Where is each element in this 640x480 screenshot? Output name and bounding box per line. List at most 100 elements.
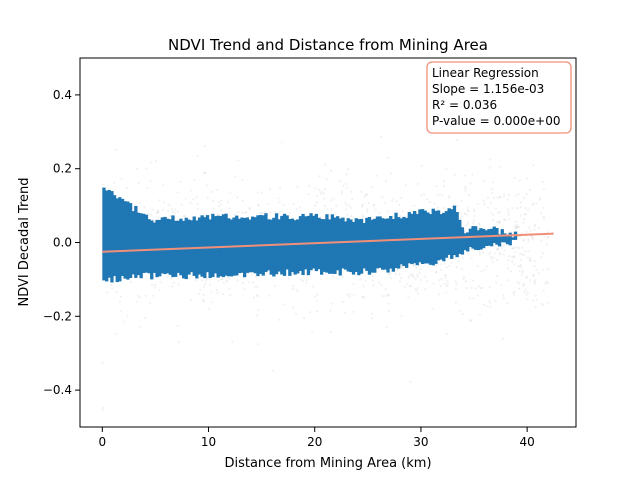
outlier-point: [380, 283, 383, 286]
outlier-point: [145, 167, 148, 170]
outlier-point: [540, 239, 543, 242]
outlier-point: [422, 193, 426, 196]
outlier-point: [409, 285, 412, 288]
outlier-point: [511, 232, 514, 235]
dense-point-cluster: [322, 219, 326, 272]
outlier-point: [106, 291, 109, 294]
outlier-point: [139, 325, 142, 328]
outlier-point: [222, 281, 225, 284]
outlier-point: [210, 301, 213, 304]
outlier-point: [334, 213, 337, 216]
outlier-point: [436, 193, 439, 196]
outlier-point: [414, 288, 417, 291]
outlier-point: [225, 279, 228, 282]
outlier-point: [521, 273, 524, 276]
outlier-point: [524, 213, 528, 216]
outlier-point: [387, 294, 391, 297]
outlier-point: [511, 247, 514, 250]
outlier-point: [527, 240, 530, 243]
outlier-point: [110, 283, 113, 287]
outlier-point: [438, 293, 441, 296]
outlier-point: [296, 185, 299, 188]
outlier-point: [465, 224, 468, 227]
x-axis-ticks: 0 10 20 30 40: [98, 427, 535, 449]
outlier-point: [443, 282, 446, 285]
x-axis-label: Distance from Mining Area (km): [224, 456, 431, 471]
outlier-point: [361, 216, 364, 219]
outlier-point: [546, 281, 549, 285]
outlier-point: [482, 303, 485, 306]
outlier-point: [257, 309, 260, 312]
dense-point-cluster: [338, 218, 342, 276]
outlier-point: [366, 208, 369, 211]
dense-point-cluster: [136, 212, 141, 276]
outlier-point: [527, 208, 530, 211]
outlier-point: [210, 291, 213, 294]
dense-point-cluster: [466, 232, 470, 252]
dense-point-cluster: [197, 217, 202, 275]
outlier-point: [394, 273, 397, 276]
outlier-point: [413, 204, 416, 207]
outlier-point: [409, 285, 412, 288]
outlier-point: [496, 196, 499, 199]
outlier-point: [474, 287, 477, 290]
outlier-point: [489, 201, 493, 205]
outlier-point: [512, 292, 515, 295]
outlier-point: [426, 197, 429, 201]
outlier-point: [469, 182, 472, 185]
outlier-point: [278, 318, 281, 321]
outlier-point: [305, 281, 308, 285]
outlier-point: [522, 239, 525, 242]
outlier-point: [485, 305, 489, 308]
outlier-point: [520, 232, 523, 235]
outlier-point: [489, 166, 492, 169]
dense-point-cluster: [189, 220, 194, 273]
outlier-point: [414, 277, 417, 280]
outlier-point: [137, 181, 140, 185]
outlier-point: [260, 191, 263, 194]
outlier-point: [424, 275, 427, 278]
outlier-point: [263, 210, 267, 213]
outlier-point: [220, 199, 223, 202]
outlier-point: [149, 161, 152, 164]
outlier-point: [462, 277, 465, 280]
outlier-point: [476, 294, 479, 297]
outlier-point: [399, 196, 402, 199]
outlier-point: [546, 268, 549, 271]
outlier-point: [345, 182, 348, 186]
outlier-point: [531, 238, 534, 241]
outlier-point: [460, 199, 463, 202]
outlier-point: [199, 288, 202, 291]
outlier-point: [406, 215, 409, 218]
regression-line: [102, 232, 554, 253]
dense-point-cluster: [402, 216, 406, 266]
outlier-point: [203, 145, 206, 148]
outlier-point: [478, 253, 481, 256]
dense-point-cluster: [357, 219, 361, 276]
outlier-point: [531, 235, 534, 238]
outlier-point: [445, 266, 448, 269]
outlier-point: [257, 343, 260, 346]
outlier-point: [444, 273, 447, 277]
outlier-points: [101, 135, 550, 411]
outlier-point: [202, 298, 205, 302]
outlier-point: [513, 263, 516, 266]
outlier-point: [544, 282, 547, 285]
outlier-point: [442, 206, 445, 209]
outlier-point: [315, 201, 318, 204]
outlier-point: [294, 312, 298, 315]
outlier-point: [454, 287, 457, 290]
outlier-point: [271, 369, 274, 372]
outlier-point: [435, 270, 438, 273]
y-tick-label: 0.2: [53, 162, 72, 176]
outlier-point: [513, 246, 516, 249]
outlier-point: [502, 294, 505, 297]
outlier-point: [518, 269, 521, 272]
outlier-point: [261, 211, 264, 214]
dense-point-cluster: [407, 212, 411, 264]
outlier-point: [217, 213, 220, 216]
outlier-point: [282, 203, 285, 206]
dense-point-cluster: [290, 218, 295, 273]
dense-point-cluster: [386, 218, 390, 273]
dense-point-cluster: [192, 216, 196, 276]
